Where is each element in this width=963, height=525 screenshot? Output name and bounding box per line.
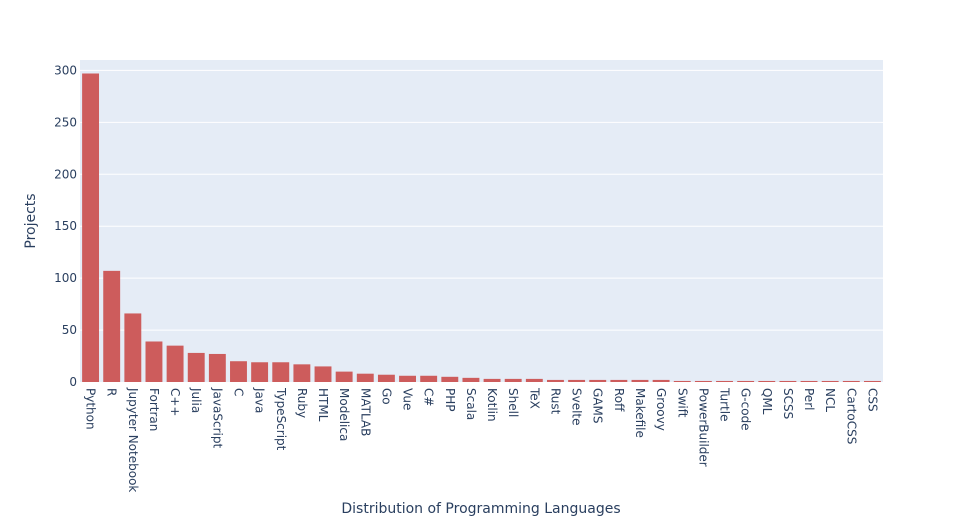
x-tick-label: TeX xyxy=(527,387,541,409)
bar-fortran xyxy=(145,341,163,382)
bar-php xyxy=(441,376,459,382)
x-tick-label: Ruby xyxy=(295,388,309,418)
bar-perl xyxy=(800,380,818,382)
bar-css xyxy=(863,380,881,382)
bar-qml xyxy=(758,380,776,382)
bar-rust xyxy=(547,379,564,382)
x-tick-label: C++ xyxy=(168,388,182,417)
x-tick-label: R xyxy=(105,388,119,396)
x-tick-label: PHP xyxy=(443,388,457,412)
bar-shell xyxy=(504,378,522,382)
bar-c- xyxy=(420,375,438,382)
y-tick-label: 150 xyxy=(54,219,77,233)
x-tick-label: HTML xyxy=(316,388,330,422)
y-tick-label: 300 xyxy=(54,63,77,77)
bar-roff xyxy=(610,379,628,382)
x-tick-label: CartoCSS xyxy=(844,388,858,444)
bar-scss xyxy=(779,380,797,382)
bar-c- xyxy=(166,345,184,382)
x-tick-label: Roff xyxy=(612,388,626,412)
bar-groovy xyxy=(652,379,670,382)
x-tick-label: Makefile xyxy=(633,388,647,438)
x-tick-label: GAMS xyxy=(591,388,605,423)
y-tick-label: 250 xyxy=(54,115,77,129)
bar-makefile xyxy=(631,379,649,382)
bar-powerbuilder xyxy=(694,380,712,382)
bar-turtle xyxy=(716,380,733,382)
bar-vue xyxy=(399,375,416,382)
bar-python xyxy=(82,73,100,382)
bar-scala xyxy=(462,377,480,382)
x-tick-label: Vue xyxy=(401,388,415,410)
x-tick-label: QML xyxy=(760,388,774,415)
x-tick-label: Jupyter Notebook xyxy=(126,387,140,492)
bar-r xyxy=(103,270,121,382)
x-tick-label: Scala xyxy=(464,388,478,420)
x-tick-label: Shell xyxy=(506,388,520,417)
y-tick-label: 50 xyxy=(62,323,77,337)
bar-html xyxy=(314,366,332,382)
x-tick-label: SCSS xyxy=(781,388,795,419)
bar-julia xyxy=(187,352,205,382)
x-tick-label: Svelte xyxy=(570,388,584,426)
bar-c xyxy=(230,361,247,382)
bars xyxy=(82,73,881,382)
x-tick-label: PowerBuilder xyxy=(696,388,710,467)
x-tick-label: Python xyxy=(84,388,98,430)
x-axis-title: Distribution of Programming Languages xyxy=(341,501,620,517)
y-axis-title: Projects xyxy=(23,193,39,248)
x-tick-label: Rust xyxy=(548,388,562,415)
gridlines xyxy=(80,69,883,331)
bar-tex xyxy=(525,378,543,382)
x-tick-label: G-code xyxy=(739,388,753,431)
x-tick-label: Julia xyxy=(189,387,203,413)
x-tick-label: Fortran xyxy=(147,388,161,431)
bar-go xyxy=(377,374,395,382)
x-tick-label: Swift xyxy=(675,388,689,418)
y-tick-label: 100 xyxy=(54,271,77,285)
x-axis-ticks: Python R Jupyter Notebook Fortran C++ Julia Ja… xyxy=(84,387,880,492)
bar-swift xyxy=(673,380,691,382)
x-tick-label: Kotlin xyxy=(485,388,499,422)
x-tick-label: JavaScript xyxy=(210,387,224,448)
x-tick-label: MATLAB xyxy=(358,388,372,436)
bar-ncl xyxy=(821,380,839,382)
bar-java xyxy=(251,362,269,382)
y-axis-ticks: 0 50 100 150 200 250 300 xyxy=(54,63,77,389)
plot-background xyxy=(80,60,883,382)
bar-gams xyxy=(589,379,607,382)
bar-matlab xyxy=(356,373,374,382)
bar-kotlin xyxy=(483,378,501,382)
bar-jupyter-notebook xyxy=(124,313,142,382)
x-tick-label: C xyxy=(231,388,245,396)
y-tick-label: 200 xyxy=(54,167,77,181)
bar-ruby xyxy=(293,364,311,382)
bar-g-code xyxy=(737,380,755,382)
y-tick-label: 0 xyxy=(69,375,77,389)
x-tick-label: NCL xyxy=(823,388,837,412)
bar-svelte xyxy=(568,379,586,382)
x-tick-label: Java xyxy=(253,387,267,413)
x-tick-label: Modelica xyxy=(337,388,351,441)
x-tick-label: Turtle xyxy=(718,387,732,421)
x-tick-label: Perl xyxy=(802,388,816,410)
x-tick-label: C# xyxy=(422,388,436,406)
bar-modelica xyxy=(335,371,353,382)
x-tick-label: Go xyxy=(379,388,393,405)
x-tick-label: TypeScript xyxy=(274,387,288,451)
x-tick-label: CSS xyxy=(865,388,879,412)
bar-typescript xyxy=(272,362,290,382)
bar-javascript xyxy=(208,353,226,382)
x-tick-label: Groovy xyxy=(654,388,668,431)
bar-cartocss xyxy=(842,380,860,382)
